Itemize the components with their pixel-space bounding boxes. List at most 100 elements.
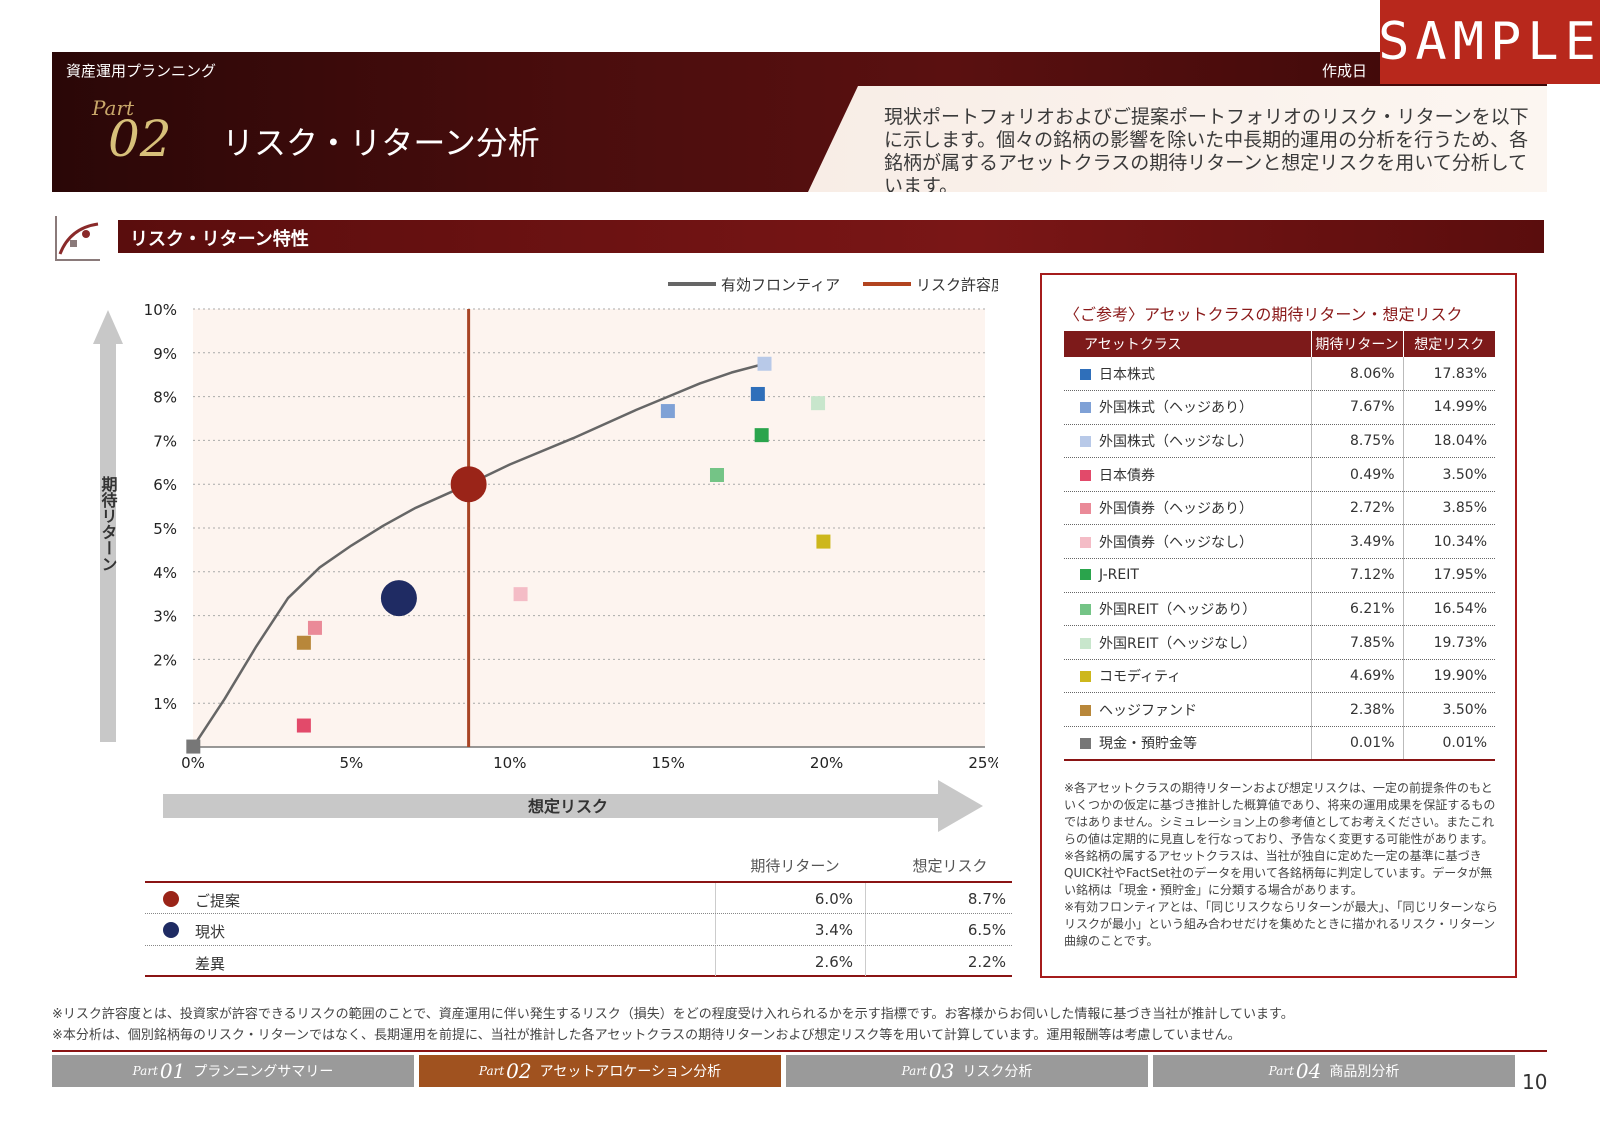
asset-row: 外国REIT（ヘッジなし） 7.85% 19.73% xyxy=(1064,625,1495,660)
y-axis-arrow xyxy=(93,310,123,742)
col-asset-class: アセットクラス xyxy=(1064,331,1311,357)
y-tick-label: 10% xyxy=(144,301,177,319)
row-risk: 2.2% xyxy=(865,946,1012,976)
asset-color-swatch xyxy=(1080,704,1091,716)
proposal-portfolio-point xyxy=(450,466,487,503)
asset-color-swatch xyxy=(1080,469,1091,481)
nav-part-word: Part xyxy=(1268,1064,1294,1078)
asset-return: 0.49% xyxy=(1310,457,1403,492)
comparison-col-risk: 想定リスク xyxy=(912,857,988,875)
footnote-1: ※リスク許容度とは、投資家が許容できるリスクの範囲のことで、資産運用に伴い発生す… xyxy=(52,1007,1294,1022)
nav-part-word: Part xyxy=(901,1064,927,1078)
page-header: 資産運用プランニング 作成日 Part 02 リスク・リターン分析 現状ポートフ… xyxy=(52,52,1547,192)
asset-color-swatch xyxy=(1080,536,1091,548)
x-tick-label: 15% xyxy=(652,754,685,772)
asset-risk: 3.85% xyxy=(1402,491,1495,526)
asset-return: 0.01% xyxy=(1310,726,1403,762)
created-date-label: 作成日 xyxy=(1321,62,1367,80)
asset-name: 外国債券（ヘッジなし） xyxy=(1099,534,1253,551)
asset-name: 日本債券 xyxy=(1099,467,1155,484)
asset-color-swatch xyxy=(1080,738,1091,750)
page-number: 10 xyxy=(1522,1070,1548,1094)
asset-return: 7.12% xyxy=(1310,558,1403,593)
nav-tab-part-02[interactable]: Part 02 アセットアロケーション分析 xyxy=(419,1055,781,1087)
description-text: 現状ポートフォリオおよびご提案ポートフォリオのリスク・リターンを以下に示します。… xyxy=(884,106,1529,197)
footnote-2: ※本分析は、個別銘柄毎のリスク・リターンではなく、長期運用を前提に、当社が推計し… xyxy=(52,1028,1241,1043)
asset-risk: 10.34% xyxy=(1402,524,1495,560)
asset-color-swatch xyxy=(1080,402,1091,414)
nav-tab-part-04[interactable]: Part 04 商品別分析 xyxy=(1153,1055,1515,1087)
asset-row: 日本債券 0.49% 3.50% xyxy=(1064,457,1495,492)
asset-name-cell: コモディティ xyxy=(1064,659,1311,694)
asset-point xyxy=(307,620,322,635)
y-tick-label: 8% xyxy=(153,389,177,407)
asset-point xyxy=(754,428,769,443)
asset-row: 外国債券（ヘッジなし） 3.49% 10.34% xyxy=(1064,524,1495,560)
y-tick-label: 2% xyxy=(153,651,177,669)
asset-point xyxy=(296,718,311,733)
comparison-table: 期待リターン 想定リスク ご提案 6.0% 8.7% 現状 3.4% 6.5% … xyxy=(145,855,1012,977)
asset-return: 7.67% xyxy=(1310,390,1403,425)
asset-row: コモディティ 4.69% 19.90% xyxy=(1064,659,1495,694)
row-return: 6.0% xyxy=(715,883,855,913)
asset-point xyxy=(757,356,772,371)
asset-name-cell: 日本債券 xyxy=(1064,457,1311,492)
note-2: ※各銘柄の属するアセットクラスは、当社が独自に定めた一定の基準に基づきQUICK… xyxy=(1064,849,1493,897)
asset-row: 現金・預貯金等 0.01% 0.01% xyxy=(1064,726,1495,762)
x-tick-label: 0% xyxy=(181,754,205,772)
page-title: リスク・リターン分析 xyxy=(222,124,540,162)
asset-point xyxy=(816,534,831,549)
nav-tab-part-03[interactable]: Part 03 リスク分析 xyxy=(786,1055,1148,1087)
asset-color-swatch xyxy=(1080,569,1091,581)
y-axis-label: 期待リターン xyxy=(99,475,118,572)
header-category: 資産運用プランニング xyxy=(66,62,217,80)
asset-name-cell: 外国REIT（ヘッジあり） xyxy=(1064,592,1311,627)
y-tick-label: 5% xyxy=(153,520,177,538)
asset-name-cell: 外国債券（ヘッジなし） xyxy=(1064,524,1311,560)
asset-risk: 14.99% xyxy=(1402,390,1495,425)
y-tick-label: 9% xyxy=(153,345,177,363)
legend-frontier-label: 有効フロンティア xyxy=(721,276,840,294)
part-number: 02 xyxy=(108,110,172,168)
asset-risk: 16.54% xyxy=(1402,592,1495,627)
asset-point xyxy=(811,396,826,411)
asset-return: 3.49% xyxy=(1310,524,1403,560)
asset-name-cell: 現金・預貯金等 xyxy=(1064,726,1311,762)
comparison-header: 期待リターン 想定リスク xyxy=(145,855,1012,881)
nav-part-word: Part xyxy=(132,1064,158,1078)
legend-risk-tolerance-label: リスク許容度 xyxy=(916,276,998,294)
y-tick-label: 4% xyxy=(153,564,177,582)
col-assumed-risk: 想定リスク xyxy=(1402,331,1495,357)
reference-panel: 〈ご参考〉アセットクラスの期待リターン・想定リスク アセットクラス 期待リターン… xyxy=(1040,273,1517,978)
nav-part-word: Part xyxy=(478,1064,505,1078)
asset-return: 2.72% xyxy=(1310,491,1403,526)
comparison-col-return: 期待リターン xyxy=(750,857,840,875)
asset-row: 外国株式（ヘッジあり） 7.67% 14.99% xyxy=(1064,390,1495,425)
nav-label: リスク分析 xyxy=(962,1064,1033,1080)
row-return: 2.6% xyxy=(715,946,855,976)
x-tick-label: 10% xyxy=(493,754,526,772)
asset-name-cell: 日本株式 xyxy=(1064,357,1311,392)
asset-name-cell: 外国株式（ヘッジあり） xyxy=(1064,390,1311,425)
asset-risk: 19.73% xyxy=(1402,625,1495,660)
asset-row: J-REIT 7.12% 17.95% xyxy=(1064,558,1495,593)
nav-tab-part-01[interactable]: Part 01 プランニングサマリー xyxy=(52,1055,414,1087)
comparison-row-diff: 差異 2.6% 2.2% xyxy=(145,945,1012,977)
row-risk: 6.5% xyxy=(865,914,1012,944)
x-tick-label: 20% xyxy=(810,754,843,772)
part-word: Part xyxy=(92,96,135,120)
row-label: 差異 xyxy=(195,955,226,973)
asset-class-table: アセットクラス 期待リターン 想定リスク 日本株式 8.06% 17.83% 外国株式… xyxy=(1064,331,1495,762)
asset-return: 7.85% xyxy=(1310,625,1403,660)
nav-label: 商品別分析 xyxy=(1329,1064,1400,1080)
asset-name: J-REIT xyxy=(1099,567,1139,584)
y-tick-label: 1% xyxy=(153,695,177,713)
asset-risk: 18.04% xyxy=(1402,424,1495,459)
asset-name: 外国株式（ヘッジなし） xyxy=(1099,433,1253,450)
asset-point xyxy=(513,587,528,602)
header-description: 現状ポートフォリオおよびご提案ポートフォリオのリスク・リターンを以下に示します。… xyxy=(808,86,1547,192)
y-tick-label: 7% xyxy=(153,432,177,450)
asset-name: 現金・預貯金等 xyxy=(1099,736,1197,753)
asset-name-cell: 外国REIT（ヘッジなし） xyxy=(1064,625,1311,660)
nav-part-number: 01 xyxy=(159,1059,186,1083)
